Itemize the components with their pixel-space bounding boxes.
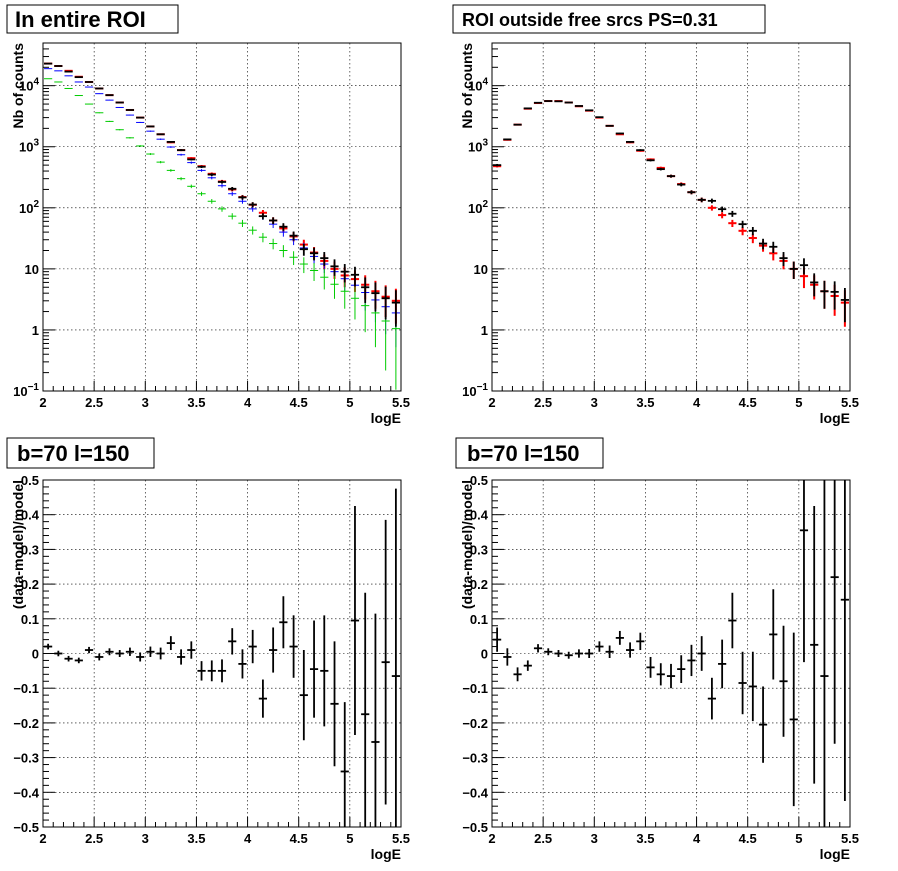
panel-title-box xyxy=(455,437,604,469)
x-axis-label: logE xyxy=(371,846,401,862)
x-tick-label: 3.5 xyxy=(187,831,205,846)
series-1 xyxy=(44,488,400,827)
y-tick-label: 0.2 xyxy=(470,577,488,592)
y-tick-label: −0.3 xyxy=(462,751,488,766)
y-tick-label: −0.4 xyxy=(13,785,39,800)
y-tick-label: 104 xyxy=(19,77,39,94)
x-tick-label: 3 xyxy=(142,395,149,410)
x-tick-label: 3 xyxy=(591,395,598,410)
y-tick-label: −0.1 xyxy=(13,681,39,696)
x-tick-label: 4 xyxy=(693,831,701,846)
panel-title: b=70 l=150 xyxy=(17,441,130,466)
y-tick-label: 0.4 xyxy=(470,508,489,523)
series-3 xyxy=(44,78,400,390)
y-tick-label: 103 xyxy=(19,138,39,155)
y-tick-label: 0.1 xyxy=(21,612,39,627)
y-tick-label: 104 xyxy=(468,77,488,94)
x-tick-label: 3.5 xyxy=(187,395,205,410)
y-tick-label: 1 xyxy=(481,323,488,338)
series-2 xyxy=(493,100,849,323)
chart-panel-1: In entire ROI 2 2.5 3 3.5 4 4.5 5 5.5 10−1 1 10 102 1… xyxy=(6,4,410,426)
x-tick-label: 5 xyxy=(795,395,802,410)
panel-title-box xyxy=(452,4,766,34)
series-1 xyxy=(493,100,849,327)
panel-title: b=70 l=150 xyxy=(467,441,580,466)
y-tick-label: 0.5 xyxy=(21,473,39,488)
y-tick-label: 0.2 xyxy=(21,577,39,592)
x-tick-label: 5 xyxy=(346,831,353,846)
y-tick-label: 102 xyxy=(19,199,39,216)
panel-title: ROI outside free srcs PS=0.31 xyxy=(462,10,718,30)
y-tick-label: 10−1 xyxy=(462,382,488,399)
x-tick-label: 3.5 xyxy=(636,395,654,410)
x-axis-label: logE xyxy=(820,846,850,862)
x-tick-label: 2 xyxy=(39,395,46,410)
y-tick-label: 103 xyxy=(468,138,488,155)
x-tick-label: 2.5 xyxy=(85,395,103,410)
x-tick-label: 5.5 xyxy=(841,395,859,410)
x-tick-label: 5 xyxy=(346,395,353,410)
x-tick-label: 3 xyxy=(591,831,598,846)
y-tick-label: 10 xyxy=(474,262,488,277)
panel-title: In entire ROI xyxy=(15,7,146,32)
series-4 xyxy=(44,62,400,327)
x-axis-label: logE xyxy=(371,410,401,426)
x-tick-label: 2.5 xyxy=(534,831,552,846)
x-tick-label: 4.5 xyxy=(739,395,757,410)
y-tick-label: 0.3 xyxy=(21,542,39,557)
x-tick-label: 3 xyxy=(142,831,149,846)
series-1 xyxy=(44,62,400,324)
plot-frame xyxy=(491,42,851,392)
x-tick-label: 2 xyxy=(488,395,495,410)
y-tick-label: 0.4 xyxy=(21,508,40,523)
x-tick-label: 4 xyxy=(244,395,252,410)
x-tick-label: 5 xyxy=(795,831,802,846)
y-axis-label: Nb of counts xyxy=(10,43,26,129)
x-tick-label: 4.5 xyxy=(290,395,308,410)
y-tick-label: −0.5 xyxy=(13,820,39,835)
chart-panel-4: b=70 l=150 2 2.5 3 3.5 4 4.5 5 5.5 −0.5 −0.4 −0.3 −0… xyxy=(455,437,859,862)
series-1 xyxy=(493,480,849,827)
x-tick-label: 2.5 xyxy=(85,831,103,846)
y-tick-label: 10−1 xyxy=(13,382,39,399)
x-tick-label: 5.5 xyxy=(392,831,410,846)
plot-frame xyxy=(42,42,402,392)
panel-title-box xyxy=(6,4,179,34)
panel-title-box xyxy=(6,437,155,469)
x-tick-label: 4 xyxy=(244,831,252,846)
x-tick-label: 2 xyxy=(39,831,46,846)
x-tick-label: 4 xyxy=(693,395,701,410)
chart-panel-2: ROI outside free srcs PS=0.31 2 2.5 3 3.5 4 4.… xyxy=(452,4,859,426)
y-tick-label: −0.4 xyxy=(462,785,488,800)
y-tick-label: −0.5 xyxy=(462,820,488,835)
chart-panel-3: b=70 l=150 2 2.5 3 3.5 4 4.5 5 5.5 −0.5 −0.4 −0.3 −0… xyxy=(6,437,410,862)
x-tick-label: 4.5 xyxy=(739,831,757,846)
y-tick-label: −0.1 xyxy=(462,681,488,696)
x-tick-label: 5.5 xyxy=(392,395,410,410)
x-tick-label: 3.5 xyxy=(636,831,654,846)
y-tick-label: 0 xyxy=(32,647,39,662)
y-tick-label: 0.1 xyxy=(470,612,488,627)
y-tick-label: 10 xyxy=(25,262,39,277)
y-axis-label: Nb of counts xyxy=(459,43,475,129)
y-tick-label: −0.2 xyxy=(13,716,39,731)
x-axis-label: logE xyxy=(820,410,850,426)
x-tick-label: 2.5 xyxy=(534,395,552,410)
y-tick-label: 0.5 xyxy=(470,473,488,488)
x-tick-label: 2 xyxy=(488,831,495,846)
y-tick-label: 102 xyxy=(468,199,488,216)
x-tick-label: 5.5 xyxy=(841,831,859,846)
y-tick-label: −0.3 xyxy=(13,751,39,766)
x-tick-label: 4.5 xyxy=(290,831,308,846)
y-axis-label: (data-model)/model xyxy=(459,480,475,609)
y-tick-label: 1 xyxy=(32,323,39,338)
y-tick-label: 0.3 xyxy=(470,542,488,557)
y-tick-label: −0.2 xyxy=(462,716,488,731)
y-axis-label: (data-model)/model xyxy=(10,480,26,609)
y-tick-label: 0 xyxy=(481,647,488,662)
